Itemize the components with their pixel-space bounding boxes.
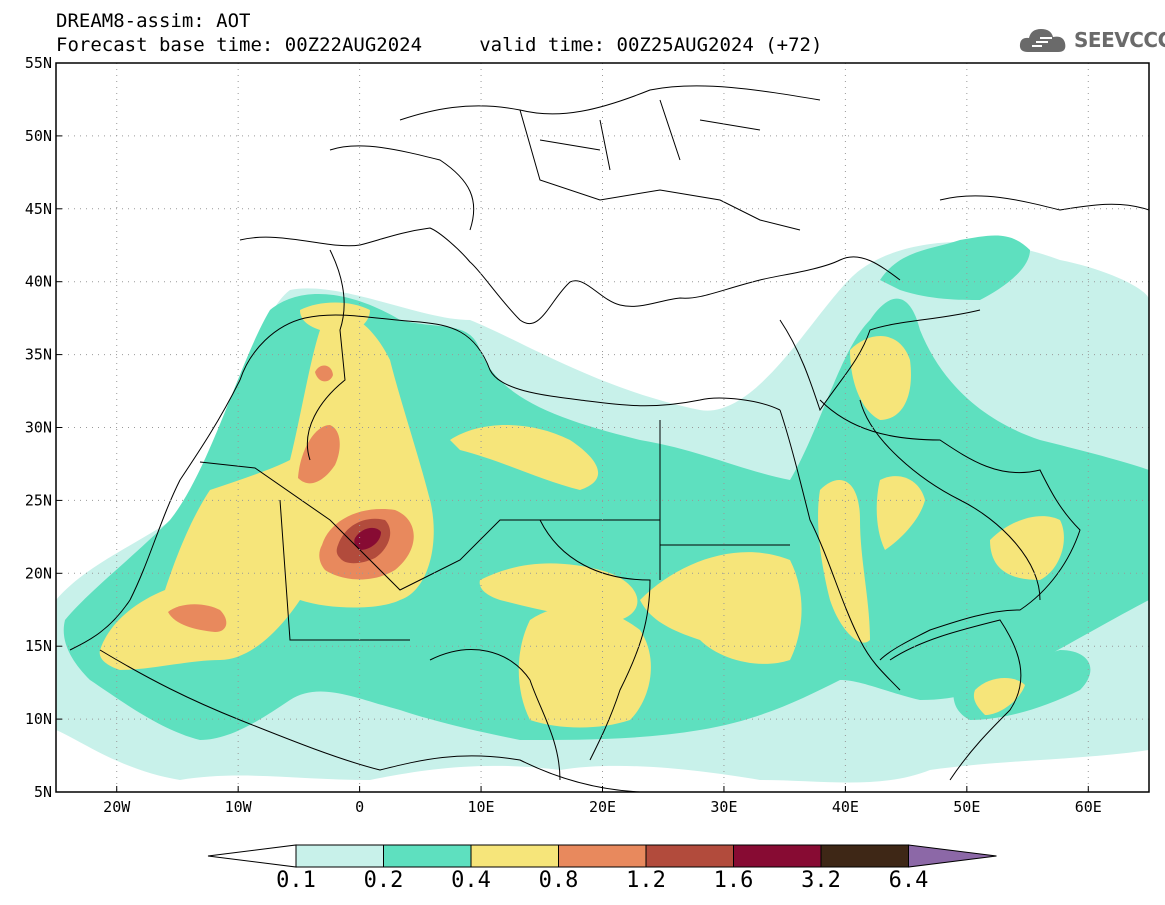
colorbar-label: 0.8 xyxy=(538,868,579,893)
lon-tick-label: 10E xyxy=(468,798,495,816)
lat-tick-label: 10N xyxy=(25,710,52,728)
lat-tick-label: 50N xyxy=(25,127,52,145)
lat-tick-label: 15N xyxy=(25,637,52,655)
lat-tick-label: 45N xyxy=(25,200,52,218)
lon-tick-label: 50E xyxy=(953,798,980,816)
colorbar-label: 0.4 xyxy=(451,868,491,893)
colorbar-segment xyxy=(645,844,734,868)
lat-tick-label: 30N xyxy=(25,419,52,437)
colorbar-max-arrow xyxy=(908,844,997,868)
colorbar-label: 0.1 xyxy=(276,868,316,893)
colorbar xyxy=(207,844,997,868)
lat-tick-label: 35N xyxy=(25,346,52,364)
lon-tick-label: 20W xyxy=(103,798,131,816)
cloud-icon xyxy=(1019,29,1066,52)
colorbar-segment xyxy=(733,844,822,868)
lat-tick-label: 5N xyxy=(34,783,52,801)
lon-tick-label: 10W xyxy=(225,798,253,816)
lon-tick-label: 60E xyxy=(1075,798,1102,816)
lon-tick-label: 30E xyxy=(710,798,737,816)
lat-tick-label: 25N xyxy=(25,491,52,509)
logo-text: SEEVCCC xyxy=(1074,28,1165,52)
aot-level-0.4 xyxy=(99,302,1064,728)
lat-tick-label: 55N xyxy=(25,54,52,72)
colorbar-label: 0.2 xyxy=(363,868,404,893)
colorbar-segment xyxy=(558,844,647,868)
colorbar-segment xyxy=(295,844,384,868)
graticule xyxy=(56,63,1149,792)
lon-tick-label: 0 xyxy=(355,798,364,816)
colorbar-label: 3.2 xyxy=(801,868,841,893)
aot-contours xyxy=(56,63,1149,792)
axis-labels: 20W 10W 0 10E 20E 30E 40E 50E 60E 55N 50N 45N 40N 35N… xyxy=(25,54,1102,816)
map-title: DREAM8-assim: AOT xyxy=(56,10,251,32)
lat-tick-label: 40N xyxy=(25,273,52,291)
colorbar-segment xyxy=(383,844,472,868)
forecast-times: Forecast base time: 00Z22AUG2024 valid t… xyxy=(56,34,823,56)
colorbar-segment xyxy=(470,844,559,868)
seevccc-logo: SEEVCCC xyxy=(1018,24,1165,56)
lat-tick-label: 20N xyxy=(25,564,52,582)
colorbar-segment xyxy=(820,844,909,868)
axis-ticks xyxy=(56,62,1089,793)
colorbar-label: 1.6 xyxy=(713,868,754,893)
aot-level-1.6 xyxy=(354,527,381,550)
colorbar-label: 1.2 xyxy=(626,868,666,893)
lon-tick-label: 20E xyxy=(589,798,616,816)
lon-tick-label: 40E xyxy=(832,798,859,816)
colorbar-label: 6.4 xyxy=(888,868,929,893)
coastlines-borders xyxy=(69,85,1149,792)
colorbar-min-arrow xyxy=(207,844,297,868)
